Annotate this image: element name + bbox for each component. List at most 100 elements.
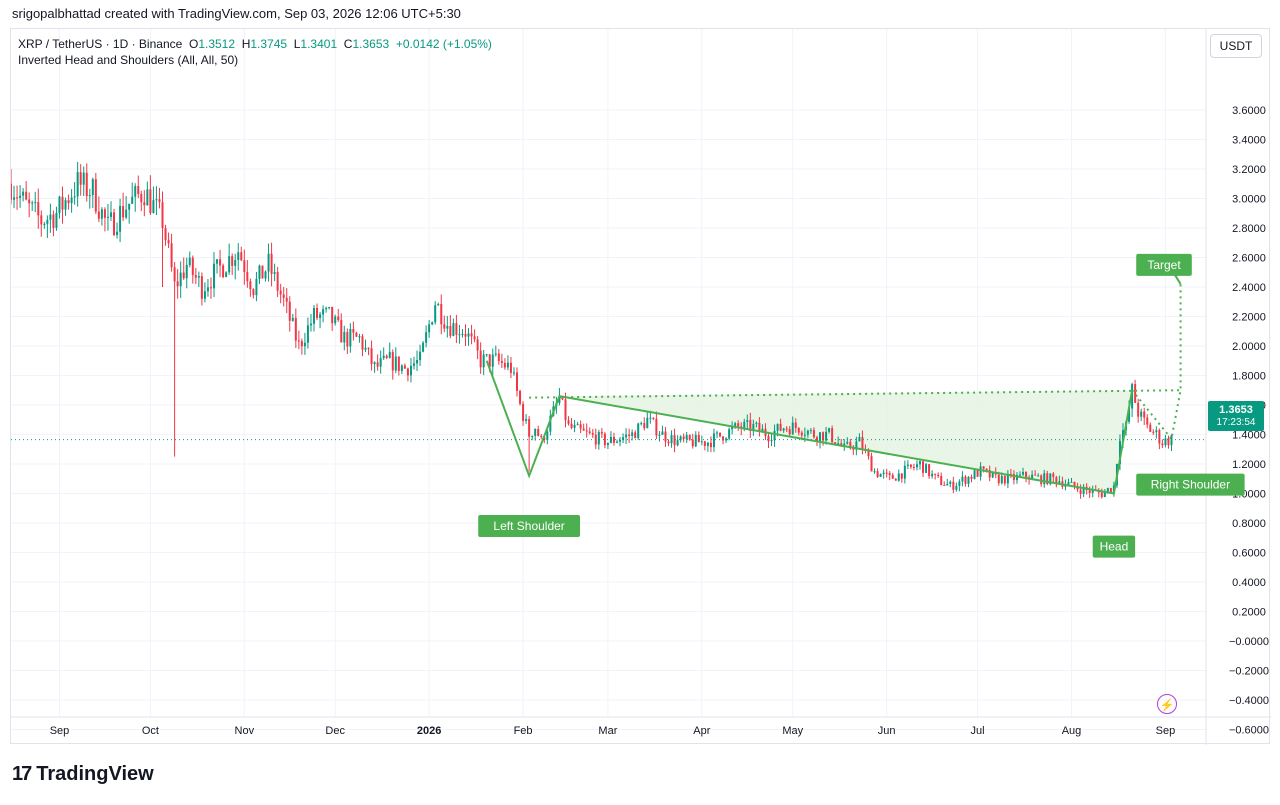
candle-body <box>206 287 209 292</box>
candle-body <box>97 211 100 219</box>
candle-body <box>216 259 219 264</box>
candle-body <box>855 441 858 450</box>
candle-body <box>282 294 285 298</box>
candle-body <box>1003 475 1006 484</box>
flash-icon[interactable]: ⚡ <box>1157 694 1177 714</box>
candle-body <box>1034 474 1037 476</box>
chart-pane[interactable]: 3.6000 3.4000 3.2000 3.0000 2.8000 2.6000 2.40… <box>10 28 1271 745</box>
currency-selector[interactable]: USDT <box>1210 34 1262 58</box>
candle-body <box>746 420 749 422</box>
candle-body <box>806 430 809 435</box>
candle-body <box>179 272 182 287</box>
candle-body <box>16 197 19 199</box>
candle-body <box>325 307 328 310</box>
indicator-label[interactable]: Inverted Head and Shoulders (All, All, 5… <box>18 53 239 67</box>
candle-body <box>931 473 934 477</box>
candle-body <box>882 472 885 474</box>
candle-body <box>22 191 25 196</box>
close-value: 1.3653 <box>352 37 390 51</box>
candle-body <box>79 172 82 185</box>
candle-body <box>228 256 231 273</box>
candle-body <box>1131 384 1134 409</box>
y-tick-label: −0.2000 <box>1229 666 1269 678</box>
candle-body <box>43 224 46 226</box>
candle-body <box>337 316 340 321</box>
y-tick-label: 0.2000 <box>1232 607 1266 619</box>
candle-body <box>64 200 67 210</box>
candle-body <box>1106 488 1109 492</box>
candle-body <box>182 272 185 279</box>
candle-body <box>452 323 455 336</box>
candle-body <box>1128 408 1131 422</box>
candle-body <box>100 209 103 219</box>
candle-body <box>685 435 688 440</box>
pattern-outline <box>485 360 1134 495</box>
candle-body <box>128 203 131 210</box>
candle-body <box>140 194 143 203</box>
candle-body <box>876 471 879 477</box>
candle-body <box>491 354 494 367</box>
candle-body <box>715 432 718 434</box>
candle-body <box>185 264 188 279</box>
candle-body <box>634 432 637 439</box>
candle-body <box>355 332 358 337</box>
candle-body <box>297 340 300 342</box>
candle-body <box>955 485 958 490</box>
candle-body <box>567 420 570 424</box>
candle-body <box>334 316 337 324</box>
candle-body <box>31 202 34 204</box>
candle-body <box>200 276 203 299</box>
candle-body <box>891 474 894 479</box>
candle-body <box>652 417 655 419</box>
candle-body <box>1025 471 1028 478</box>
close-label: C <box>343 37 353 51</box>
candle-body <box>885 472 888 474</box>
candle-body <box>291 317 294 321</box>
candle-body <box>697 434 700 443</box>
pattern-target-path <box>1131 284 1182 442</box>
candle-body <box>722 436 725 441</box>
symbol-label[interactable]: XRP / TetherUS · 1D · Binance <box>18 37 183 51</box>
candle-body <box>455 323 458 335</box>
candle-body <box>1103 491 1106 498</box>
candle-body <box>815 437 818 442</box>
candle-body <box>203 291 206 299</box>
pattern-label-box <box>1136 473 1245 496</box>
candle-body <box>191 257 194 276</box>
candle-body <box>40 215 43 225</box>
candle-body <box>470 333 473 337</box>
candle-body <box>828 428 831 432</box>
candle-body <box>428 324 431 333</box>
candle-body <box>703 441 706 446</box>
candle-body <box>655 418 658 436</box>
change-value: +0.0142 (+1.05%) <box>395 37 492 51</box>
candle-body <box>273 272 276 274</box>
candle-body <box>358 336 361 338</box>
candle-body <box>82 172 85 185</box>
candle-body <box>591 432 594 435</box>
candle-body <box>867 450 870 457</box>
candle-body <box>58 196 61 213</box>
candle-body <box>270 253 273 274</box>
candle-body <box>1012 474 1015 481</box>
y-tick-label: 0.8000 <box>1232 518 1266 530</box>
candle-body <box>925 464 928 473</box>
y-tick-label: 2.6000 <box>1232 253 1266 265</box>
y-tick-label: 2.0000 <box>1232 341 1266 353</box>
candle-body <box>682 436 685 440</box>
candle-body <box>561 396 564 400</box>
candle-body <box>422 342 425 352</box>
y-tick-label: 2.8000 <box>1232 223 1266 235</box>
y-tick-label: 3.2000 <box>1232 164 1266 176</box>
candle-body <box>706 442 709 446</box>
candle-body <box>419 351 422 361</box>
candle-body <box>1067 482 1070 485</box>
candle-body <box>1082 486 1085 494</box>
candle-body <box>597 431 600 445</box>
candle-body <box>255 278 258 296</box>
candle-body <box>1043 473 1046 485</box>
x-tick-label: May <box>782 725 803 737</box>
candle-body <box>1046 473 1049 485</box>
x-tick-label: Apr <box>693 725 710 737</box>
price-chart[interactable]: 3.6000 3.4000 3.2000 3.0000 2.8000 2.6000 2.40… <box>11 29 1271 745</box>
